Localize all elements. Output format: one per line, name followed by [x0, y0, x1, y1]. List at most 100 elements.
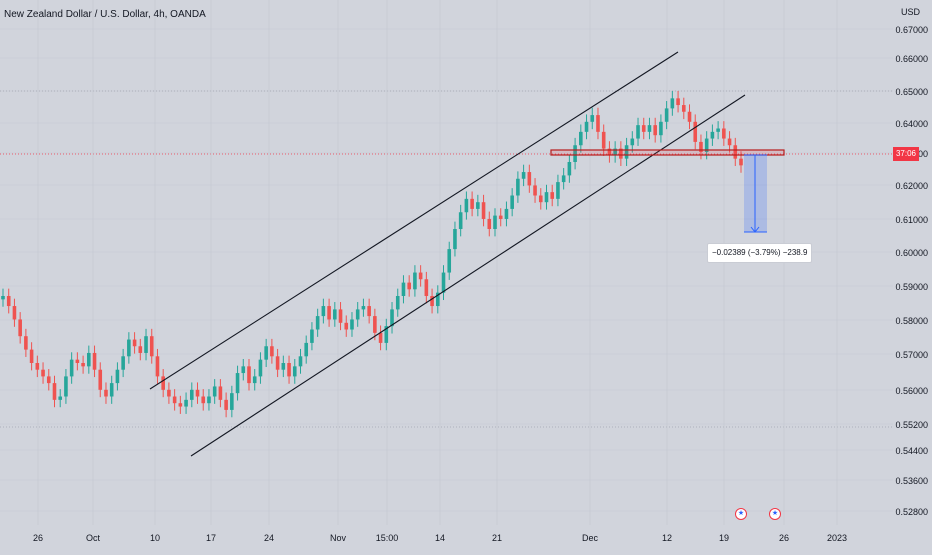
candle-body — [659, 121, 663, 136]
candle-body — [498, 215, 503, 219]
candle-body — [390, 309, 394, 327]
candle-body — [561, 175, 566, 183]
x-tick-label: 26 — [779, 533, 789, 543]
candle-body — [6, 296, 11, 307]
candle-body — [401, 282, 406, 296]
last-price-badge: 37:06 — [893, 147, 919, 161]
candle-body — [647, 125, 652, 132]
candle-body — [384, 326, 389, 343]
candle-body — [430, 296, 434, 307]
candle-body — [476, 202, 480, 209]
candle-body — [87, 352, 91, 367]
candle-body — [292, 366, 297, 377]
x-tick-label: 19 — [719, 533, 729, 543]
candle-body — [573, 145, 577, 162]
candle-body — [481, 202, 486, 219]
candle-body — [184, 399, 188, 407]
candle-body — [722, 128, 726, 139]
price-range-arrowhead — [750, 226, 760, 233]
candle-body — [676, 98, 680, 106]
candle-body — [613, 148, 617, 156]
candle-body — [424, 279, 429, 296]
x-tick-label: 12 — [662, 533, 672, 543]
candle-body — [601, 131, 606, 149]
y-tick-label: 0.64000 — [895, 119, 928, 129]
candle-body — [12, 306, 17, 320]
x-tick-label: Oct — [86, 533, 101, 543]
candle-body — [304, 342, 309, 357]
candle-body — [653, 125, 657, 136]
candle-body — [287, 363, 291, 377]
candle-body — [361, 306, 366, 310]
y-tick-label: 0.57000 — [895, 350, 928, 360]
us-flag-event-icon[interactable]: ★ — [769, 508, 781, 520]
candle-body — [98, 369, 103, 390]
candle-body — [81, 363, 85, 367]
candle-body — [538, 195, 543, 203]
candle-body — [64, 376, 68, 397]
currency-label: USD — [901, 7, 921, 17]
candle-body — [350, 319, 354, 330]
candle-body — [716, 128, 720, 132]
candle-body — [327, 306, 331, 320]
candle-body — [298, 356, 303, 367]
candle-body — [556, 182, 560, 199]
candle-body — [104, 389, 108, 397]
candle-body — [69, 359, 74, 377]
y-tick-label: 0.59000 — [895, 282, 928, 292]
candle-body — [235, 373, 240, 394]
candle-body — [109, 383, 114, 397]
y-tick-label: 0.62000 — [895, 181, 928, 191]
candle-body — [367, 306, 371, 317]
us-flag-event-icon[interactable]: ★ — [735, 508, 747, 520]
candle-body — [624, 145, 629, 159]
candle-body — [138, 346, 143, 353]
candle-body — [132, 339, 137, 347]
candle-body — [733, 145, 738, 159]
support-zone — [550, 149, 785, 156]
candle-body — [149, 336, 154, 357]
candle-body — [161, 376, 165, 390]
candle-body — [590, 115, 595, 122]
candle-body — [75, 359, 80, 363]
candle-body — [710, 131, 715, 139]
candle-body — [413, 272, 417, 290]
candle-body — [687, 111, 692, 122]
price-range-measure-label: −0.02389 (−3.79%) −238.9 — [707, 243, 813, 263]
y-tick-label: 0.65000 — [895, 87, 928, 97]
candle-body — [355, 309, 360, 320]
candle-body — [470, 198, 474, 209]
candle-body — [212, 386, 217, 397]
candle-body — [693, 121, 698, 142]
candle-body — [144, 336, 148, 353]
candle-body — [516, 178, 520, 196]
y-tick-label: 0.53600 — [895, 476, 928, 486]
channel-lower-line — [190, 94, 746, 457]
candle-body — [46, 376, 51, 384]
candle-body — [258, 359, 263, 377]
candle-body — [127, 339, 131, 357]
candle-body — [596, 115, 600, 132]
candle-body — [641, 125, 646, 132]
candle-body — [310, 329, 314, 343]
candle-body — [550, 192, 555, 199]
candle-body — [493, 215, 497, 229]
y-tick-label: 0.56000 — [895, 386, 928, 396]
candle-body — [453, 229, 457, 250]
y-tick-label: 0.52800 — [895, 507, 928, 517]
candle-body — [739, 158, 743, 166]
candle-body — [115, 369, 120, 384]
candle-body — [275, 356, 280, 370]
candle-body — [704, 138, 709, 152]
candle-body — [241, 366, 246, 374]
candle-body — [418, 272, 423, 280]
x-tick-label: Dec — [582, 533, 599, 543]
candle-body — [321, 306, 326, 317]
x-tick-label: 24 — [264, 533, 274, 543]
candle-body — [630, 138, 635, 146]
x-tick-label: 14 — [435, 533, 445, 543]
candle-body — [664, 108, 669, 122]
candle-body — [247, 366, 251, 384]
